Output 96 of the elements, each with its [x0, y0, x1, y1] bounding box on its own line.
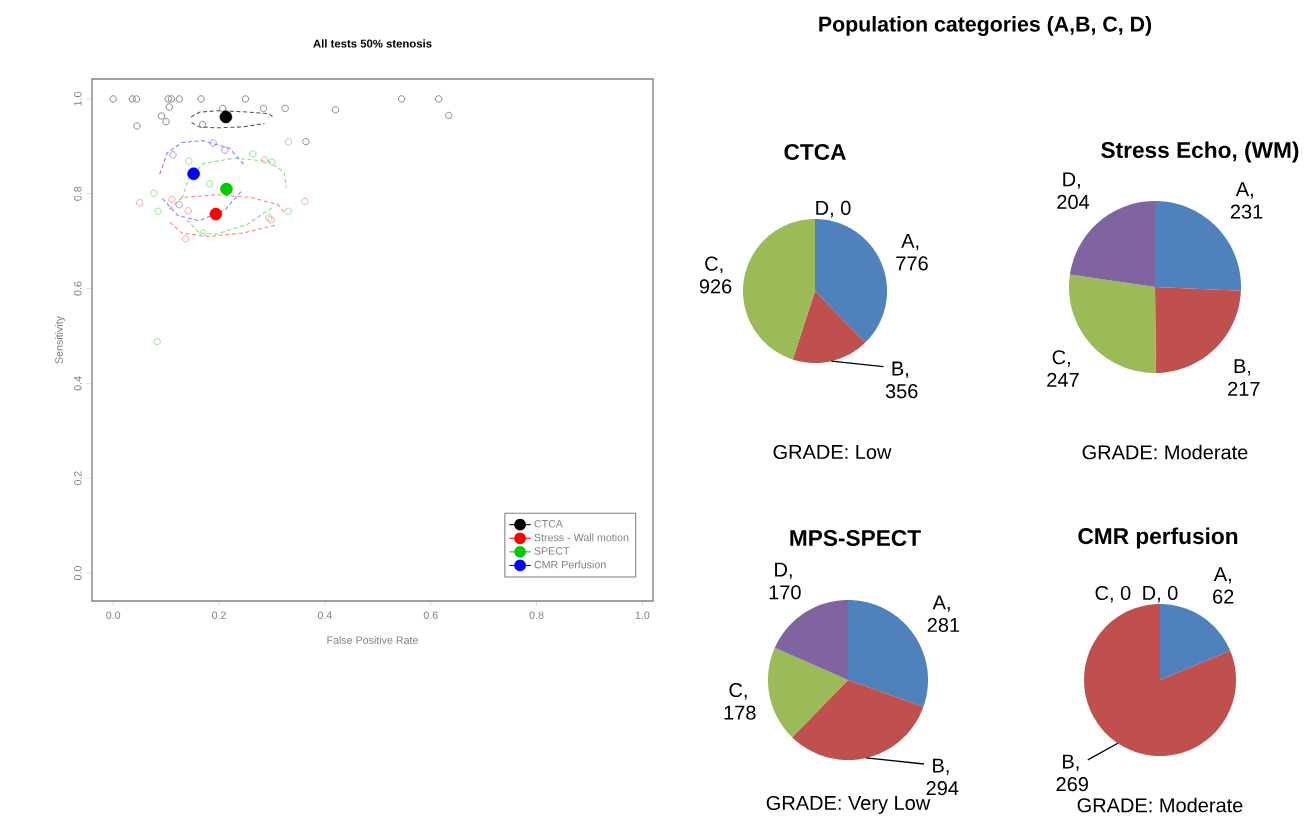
data-label: A, 776 — [896, 233, 928, 271]
point — [175, 200, 183, 209]
x-tick-label: 1.0 — [635, 611, 650, 619]
point — [135, 199, 144, 207]
point — [209, 207, 223, 221]
point — [150, 189, 158, 197]
data-label: B, 294 — [926, 758, 959, 796]
y-tick-label: 0.6 — [74, 281, 82, 296]
x-axis-title: False Positive Rate — [327, 636, 418, 644]
point — [132, 95, 141, 103]
chart-title: CTCA — [784, 143, 846, 160]
line-series — [168, 194, 286, 215]
point — [259, 104, 268, 113]
point — [165, 103, 173, 111]
y-tick-label: 0.8 — [74, 186, 82, 201]
point — [434, 95, 443, 103]
data-label: B, 269 — [1056, 754, 1088, 792]
point — [154, 207, 162, 215]
data-label: D, 170 — [769, 562, 801, 600]
point — [281, 104, 289, 113]
point — [187, 167, 200, 181]
legend-label: SPECT — [534, 547, 570, 555]
point — [169, 151, 177, 159]
chart-title: MPS-SPECT — [790, 529, 921, 547]
point — [241, 95, 250, 103]
data-label: C, 926 — [699, 256, 732, 294]
data-label: B, 356 — [885, 361, 918, 399]
legend-label: Stress - Wall motion — [534, 533, 629, 542]
text: GRADE: Very Low — [766, 795, 931, 815]
point — [302, 137, 310, 146]
data-label: A, 62 — [1213, 567, 1234, 604]
text: Population categories (A,B, C, D) — [819, 15, 1152, 36]
text: D, 0 — [1143, 585, 1178, 603]
x-tick-label: 0.6 — [423, 611, 438, 619]
x-tick-label: 0.8 — [529, 611, 544, 619]
data-label: A, 281 — [927, 595, 960, 633]
point — [153, 337, 161, 346]
text: GRADE: Moderate — [1077, 797, 1243, 813]
point — [331, 106, 340, 114]
point — [221, 146, 229, 154]
data-label: C, 178 — [724, 682, 756, 720]
data-label: D, 204 — [1057, 172, 1090, 210]
point — [219, 110, 233, 124]
point — [220, 182, 233, 196]
point — [284, 138, 293, 146]
chart-title: CMR perfusion — [1078, 527, 1238, 549]
chart-title: All tests 50% stenosis — [313, 39, 432, 48]
legend-label: CTCA — [534, 519, 563, 528]
legend-label: CMR Perfusion — [534, 560, 606, 569]
point — [128, 95, 136, 103]
line-series — [161, 188, 244, 222]
point — [249, 150, 257, 158]
point — [184, 207, 192, 215]
y-tick-label: 0.4 — [74, 376, 82, 391]
point — [175, 95, 183, 103]
y-tick-label: 0.0 — [74, 566, 82, 581]
point — [260, 156, 269, 164]
y-axis-title: Sensitivity — [54, 316, 65, 364]
point — [219, 104, 227, 113]
point — [157, 112, 166, 120]
point — [199, 229, 207, 237]
point — [197, 95, 205, 103]
point — [198, 120, 207, 129]
data-label: C, 247 — [1047, 350, 1079, 387]
data-label: B, 217 — [1228, 359, 1260, 396]
point — [164, 95, 172, 103]
point — [284, 207, 293, 215]
point — [445, 111, 453, 120]
point — [109, 95, 117, 103]
point — [168, 195, 176, 204]
line-series — [169, 221, 279, 237]
x-tick-label: 0.4 — [317, 611, 332, 619]
point — [185, 157, 193, 165]
text: D, 0 — [816, 200, 851, 218]
line-series — [181, 157, 287, 200]
chart-title: Stress Echo, (WM) — [1101, 141, 1299, 163]
point — [162, 118, 170, 126]
y-tick-label: 1.0 — [74, 91, 82, 106]
text: GRADE: Low — [773, 444, 892, 460]
point — [182, 235, 190, 243]
data-label: A, 231 — [1230, 182, 1263, 219]
x-tick-label: 0.0 — [106, 611, 121, 619]
line-series — [190, 110, 274, 118]
text: GRADE: Moderate — [1082, 444, 1248, 460]
y-tick-label: 0.2 — [74, 471, 82, 486]
line-series — [159, 140, 246, 175]
point — [301, 197, 309, 205]
point — [268, 158, 276, 166]
x-tick-label: 0.2 — [212, 611, 226, 619]
text: C, 0 — [1095, 585, 1131, 603]
point — [205, 180, 214, 188]
point — [167, 95, 176, 103]
point — [209, 139, 217, 147]
line-series — [186, 206, 274, 235]
point — [397, 95, 406, 103]
point — [133, 122, 141, 130]
